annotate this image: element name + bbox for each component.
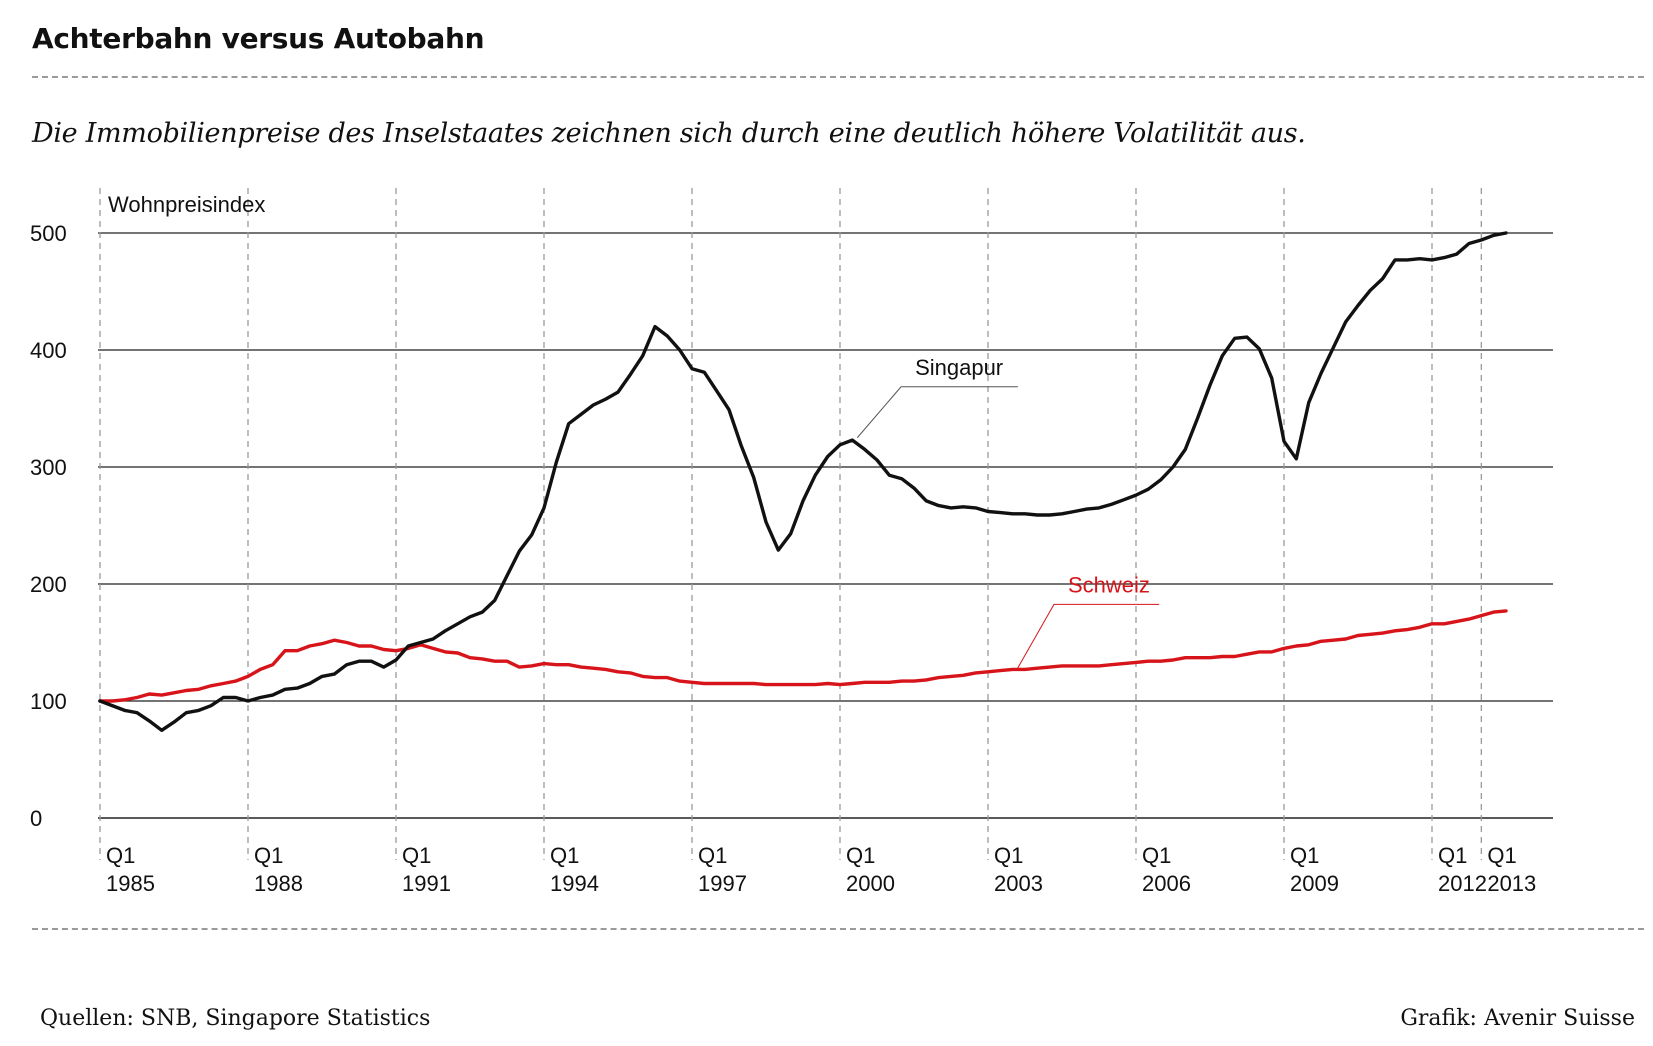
x-tick-quarter: Q1 bbox=[846, 843, 875, 868]
x-tick-year: 1988 bbox=[254, 871, 303, 896]
x-tick-year: 1985 bbox=[106, 871, 155, 896]
y-tick-label: 100 bbox=[30, 689, 67, 714]
x-tick-quarter: Q1 bbox=[1438, 843, 1467, 868]
divider-bottom bbox=[32, 928, 1644, 930]
y-tick-label: 400 bbox=[30, 338, 67, 363]
x-tick-year: 1994 bbox=[550, 871, 599, 896]
leader-line-singapur bbox=[856, 386, 1018, 439]
x-tick-quarter: Q1 bbox=[994, 843, 1023, 868]
series-label-schweiz: Schweiz bbox=[1068, 572, 1150, 597]
x-tick-quarter: Q1 bbox=[402, 843, 431, 868]
y-tick-label: 0 bbox=[30, 806, 42, 831]
x-tick-year: 2006 bbox=[1142, 871, 1191, 896]
chart-subtitle: Die Immobilienpreise des Inselstaates ze… bbox=[32, 118, 1306, 149]
x-tick-quarter: Q1 bbox=[1290, 843, 1319, 868]
y-tick-label: 300 bbox=[30, 455, 67, 480]
y-axis-label: Wohnpreisindex bbox=[108, 192, 265, 217]
x-tick-quarter: Q1 bbox=[550, 843, 579, 868]
x-tick-year: 2013 bbox=[1487, 871, 1536, 896]
y-axis-ticks: 0 100 200 300 400 500 bbox=[30, 221, 67, 831]
source-note: Quellen: SNB, Singapore Statistics bbox=[40, 1006, 431, 1031]
y-tick-label: 500 bbox=[30, 221, 67, 246]
x-tick-year: 1997 bbox=[698, 871, 747, 896]
series-line-schweiz bbox=[98, 609, 1508, 703]
x-tick-quarter: Q1 bbox=[106, 843, 135, 868]
x-tick-year: 2009 bbox=[1290, 871, 1339, 896]
graphic-credit: Grafik: Avenir Suisse bbox=[1400, 1006, 1635, 1031]
horizontal-grid bbox=[98, 232, 1553, 819]
series-label-singapur: Singapur bbox=[915, 355, 1003, 380]
divider-top bbox=[32, 76, 1644, 78]
x-tick-year: 2000 bbox=[846, 871, 895, 896]
chart-title: Achterbahn versus Autobahn bbox=[32, 22, 485, 55]
x-tick-quarter: Q1 bbox=[1487, 843, 1516, 868]
x-tick-quarter: Q1 bbox=[254, 843, 283, 868]
x-tick-quarter: Q1 bbox=[698, 843, 727, 868]
leader-line-schweiz bbox=[1017, 603, 1160, 669]
x-tick-quarter: Q1 bbox=[1142, 843, 1171, 868]
series-annotations: Singapur Schweiz bbox=[856, 355, 1160, 669]
x-tick-year: 1991 bbox=[402, 871, 451, 896]
x-axis-ticks: Q11985Q11988Q11991Q11994Q11997Q12000Q120… bbox=[106, 843, 1536, 896]
y-tick-label: 200 bbox=[30, 572, 67, 597]
line-chart: 0 100 200 300 400 500 Q1 1985 Q1 1988 Q1 1991 Q1 199… bbox=[30, 188, 1553, 896]
series-lines bbox=[98, 231, 1508, 732]
series-line-singapur bbox=[98, 231, 1508, 732]
x-tick-year: 2003 bbox=[994, 871, 1043, 896]
x-tick-year: 2012 bbox=[1438, 871, 1487, 896]
vertical-grid bbox=[99, 188, 1482, 860]
